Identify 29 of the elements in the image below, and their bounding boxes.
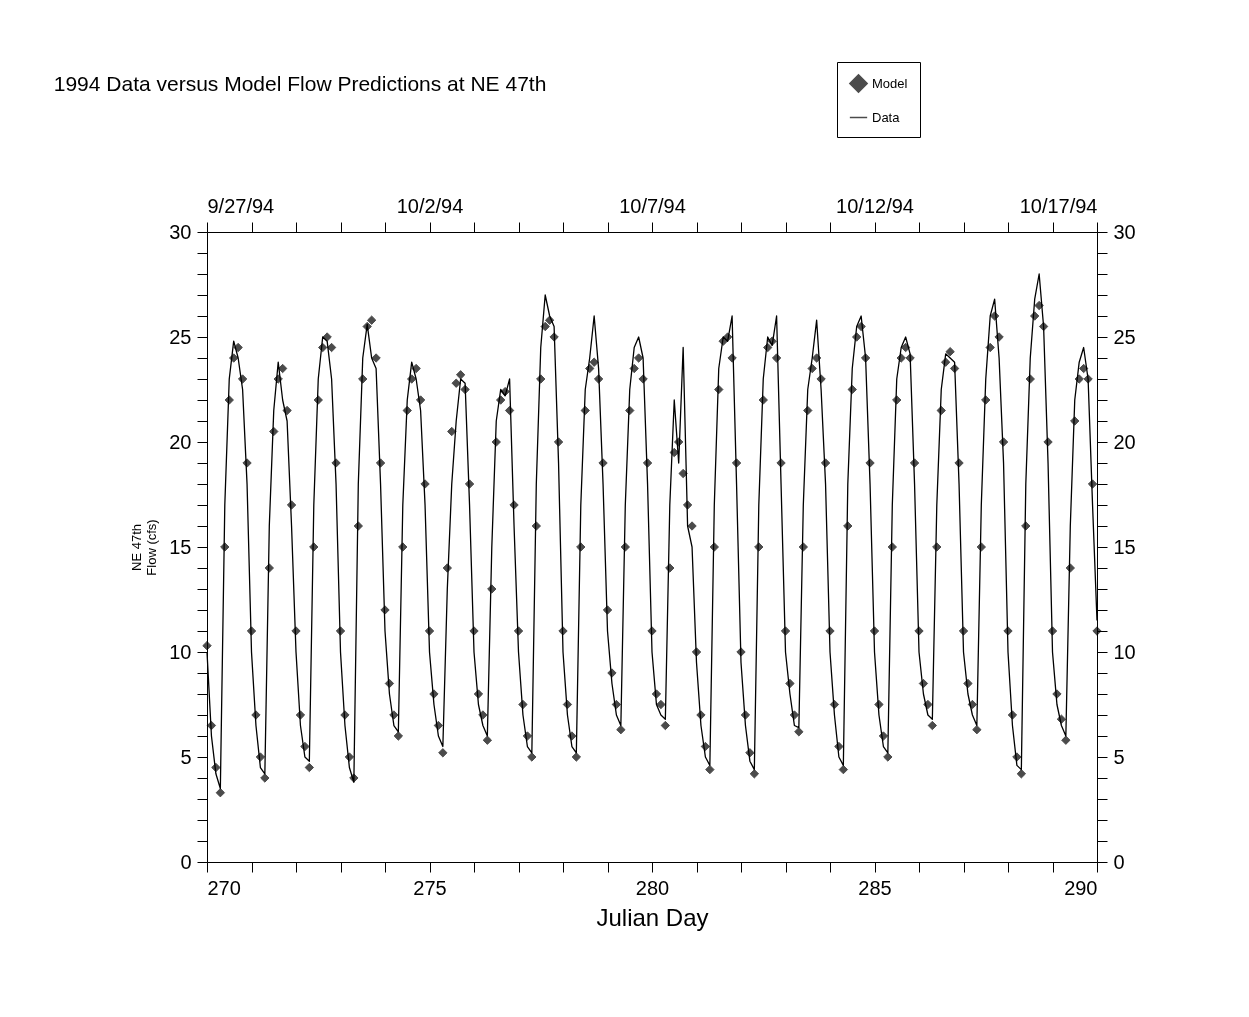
y-tick-label: 15 <box>169 535 192 558</box>
y-axis-title: NE 47th Flow (cfs) <box>129 519 160 576</box>
y2-tick-label: 5 <box>1113 745 1125 768</box>
y-tick-label: 10 <box>169 640 192 663</box>
y-tick-label: 25 <box>169 325 192 348</box>
y-tick-label: 30 <box>169 220 192 243</box>
y2-tick-label: 0 <box>1113 850 1125 873</box>
x-axis-title: Julian Day <box>596 903 709 931</box>
y-tick-label: 0 <box>180 850 192 873</box>
x-tick-label: 275 <box>413 876 447 899</box>
legend-label: Data <box>872 109 901 125</box>
y2-tick-label: 15 <box>1113 535 1136 558</box>
y-tick-label: 5 <box>180 745 192 768</box>
chart-title: 1994 Data versus Model Flow Predictions at NE 47th <box>53 71 547 95</box>
x-tick-label: 285 <box>858 876 892 899</box>
x-tick-label: 290 <box>1064 876 1098 899</box>
legend-label: Model <box>872 75 908 91</box>
x-tick-label: 270 <box>207 876 241 899</box>
x2-tick-label: 9/27/94 <box>207 194 275 217</box>
x2-tick-label: 10/7/94 <box>619 194 686 217</box>
y2-tick-label: 20 <box>1113 430 1136 453</box>
x2-tick-label: 10/12/94 <box>836 194 914 217</box>
y2-tick-label: 25 <box>1113 325 1136 348</box>
y-tick-label: 20 <box>169 430 192 453</box>
x-tick-label: 280 <box>635 876 670 899</box>
x2-tick-label: 10/17/94 <box>1019 194 1098 217</box>
x2-tick-label: 10/2/94 <box>396 194 464 217</box>
y2-tick-label: 30 <box>1113 220 1136 243</box>
y2-tick-label: 10 <box>1113 640 1136 663</box>
